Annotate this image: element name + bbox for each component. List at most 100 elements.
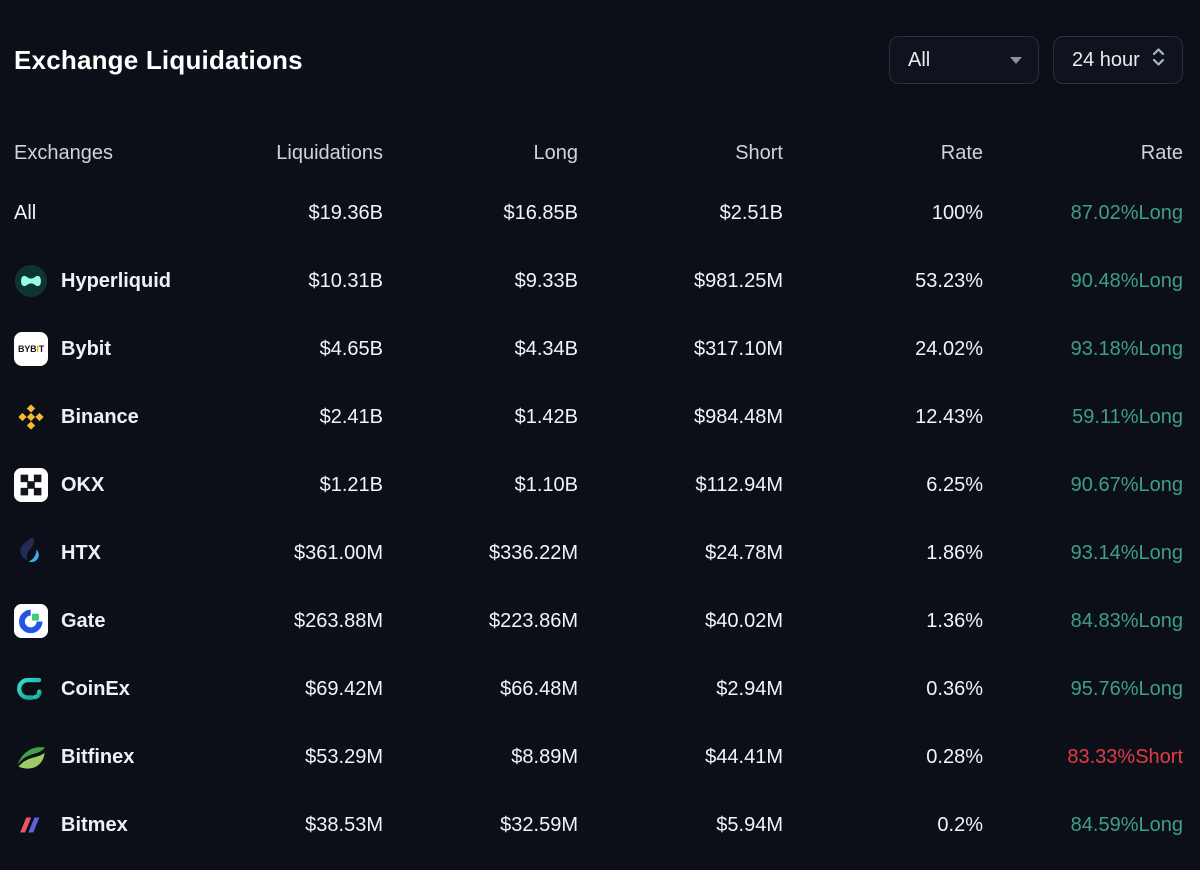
column-header-short[interactable]: Short (735, 142, 783, 164)
column-header-exchanges[interactable]: Exchanges (14, 142, 113, 164)
exchange-cell: Gate (14, 604, 214, 638)
exchange-cell: Hyperliquid (14, 264, 214, 298)
hyperliquid-icon (14, 264, 48, 298)
column-header-liquidations[interactable]: Liquidations (276, 142, 383, 164)
caret-down-icon (1010, 56, 1022, 64)
binance-icon (14, 400, 48, 434)
rate-value: 1.86% (926, 541, 983, 564)
okx-icon (14, 468, 48, 502)
exchange-cell: OKX (14, 468, 214, 502)
long-value: $1.10B (514, 473, 578, 496)
table-row[interactable]: Hyperliquid $10.31B $9.33B $981.25M 53.2… (14, 247, 1183, 315)
rate-value: 24.02% (915, 337, 983, 360)
bitmex-icon (14, 808, 48, 842)
exchange-cell: HTX (14, 536, 214, 570)
long-value: $32.59M (500, 813, 578, 836)
long-value: $223.86M (489, 609, 578, 632)
bitfinex-icon (14, 740, 48, 774)
exchange-cell: All (14, 202, 214, 225)
liquidations-value: $361.00M (294, 541, 383, 564)
bybit-icon: BYBIT (14, 332, 48, 366)
rate-value: 1.36% (926, 609, 983, 632)
column-header-long-short-rate[interactable]: Rate (1140, 142, 1183, 164)
rate-value: 0.36% (926, 677, 983, 700)
exchange-cell: Binance (14, 400, 214, 434)
long-value: $4.34B (514, 337, 578, 360)
filters: All 24 hour (889, 36, 1183, 84)
long-short-rate: 87.02%Long (1070, 201, 1183, 224)
table-row[interactable]: Gate $263.88M $223.86M $40.02M 1.36% 84.… (14, 587, 1183, 655)
table-body: All $19.36B $16.85B $2.51B 100% 87.02%Lo… (14, 179, 1183, 859)
liquidations-value: $10.31B (308, 269, 383, 292)
long-value: $8.89M (511, 745, 578, 768)
table-row[interactable]: CoinEx $69.42M $66.48M $2.94M 0.36% 95.7… (14, 655, 1183, 723)
time-filter-value: 24 hour (1072, 48, 1140, 71)
exchange-cell: Bitfinex (14, 740, 214, 774)
exchange-name: Bitfinex (61, 745, 135, 768)
long-short-rate: 93.14%Long (1070, 541, 1183, 564)
long-short-rate: 90.67%Long (1070, 473, 1183, 496)
short-value: $112.94M (695, 473, 783, 496)
liquidations-value: $2.41B (319, 405, 383, 428)
panel-header: Exchange Liquidations All 24 hour (14, 0, 1183, 84)
rate-value: 0.2% (937, 813, 983, 836)
long-value: $66.48M (500, 677, 578, 700)
table-row[interactable]: Bitfinex $53.29M $8.89M $44.41M 0.28% 83… (14, 723, 1183, 791)
rate-value: 6.25% (926, 473, 983, 496)
short-value: $981.25M (694, 269, 783, 292)
time-filter-dropdown[interactable]: 24 hour (1053, 36, 1183, 84)
long-short-rate: 90.48%Long (1070, 269, 1183, 292)
exchange-cell: BYBIT Bybit (14, 332, 214, 366)
exchange-name: Binance (61, 405, 139, 428)
rate-value: 0.28% (926, 745, 983, 768)
short-value: $40.02M (705, 609, 783, 632)
table-row[interactable]: HTX $361.00M $336.22M $24.78M 1.86% 93.1… (14, 519, 1183, 587)
long-short-rate: 93.18%Long (1070, 337, 1183, 360)
long-value: $1.42B (514, 405, 578, 428)
rate-value: 12.43% (915, 405, 983, 428)
table-row[interactable]: OKX $1.21B $1.10B $112.94M 6.25% 90.67%L… (14, 451, 1183, 519)
up-down-chevron-icon (1151, 46, 1166, 74)
liquidations-value: $4.65B (319, 337, 383, 360)
gate-icon (14, 604, 48, 638)
long-short-rate: 84.83%Long (1070, 609, 1183, 632)
short-value: $317.10M (694, 337, 783, 360)
liquidations-value: $53.29M (305, 745, 383, 768)
exchange-name: CoinEx (61, 677, 130, 700)
long-short-rate: 95.76%Long (1070, 677, 1183, 700)
page-title: Exchange Liquidations (14, 44, 303, 75)
exchange-name: Bitmex (61, 813, 128, 836)
exchange-filter-dropdown[interactable]: All (889, 36, 1039, 84)
liquidations-value: $38.53M (305, 813, 383, 836)
exchange-name: Hyperliquid (61, 269, 172, 292)
short-value: $24.78M (705, 541, 783, 564)
long-short-rate: 84.59%Long (1070, 813, 1183, 836)
htx-icon (14, 536, 48, 570)
table-row[interactable]: All $19.36B $16.85B $2.51B 100% 87.02%Lo… (14, 179, 1183, 247)
short-value: $2.51B (719, 201, 783, 224)
exchange-name: Gate (61, 609, 106, 632)
rate-value: 53.23% (915, 269, 983, 292)
column-header-rate[interactable]: Rate (940, 142, 983, 164)
column-header-long[interactable]: Long (533, 142, 579, 164)
coinex-icon (14, 672, 48, 706)
exchange-name: OKX (61, 473, 105, 496)
table-row[interactable]: Binance $2.41B $1.42B $984.48M 12.43% 59… (14, 383, 1183, 451)
long-value: $9.33B (514, 269, 578, 292)
table-row[interactable]: BYBIT Bybit $4.65B $4.34B $317.10M 24.02… (14, 315, 1183, 383)
table-header-row: Exchanges Liquidations Long Short Rate R… (14, 141, 1183, 165)
exchange-cell: CoinEx (14, 672, 214, 706)
long-short-rate: 83.33%Short (1067, 745, 1183, 768)
short-value: $44.41M (705, 745, 783, 768)
short-value: $2.94M (716, 677, 783, 700)
exchange-name: All (14, 201, 37, 224)
liquidations-value: $69.42M (305, 677, 383, 700)
short-value: $5.94M (716, 813, 783, 836)
exchange-name: Bybit (61, 337, 111, 360)
long-short-rate: 59.11%Long (1072, 405, 1183, 428)
long-value: $16.85B (503, 201, 578, 224)
table-row[interactable]: Bitmex $38.53M $32.59M $5.94M 0.2% 84.59… (14, 791, 1183, 859)
exchange-filter-value: All (908, 48, 931, 71)
short-value: $984.48M (694, 405, 783, 428)
